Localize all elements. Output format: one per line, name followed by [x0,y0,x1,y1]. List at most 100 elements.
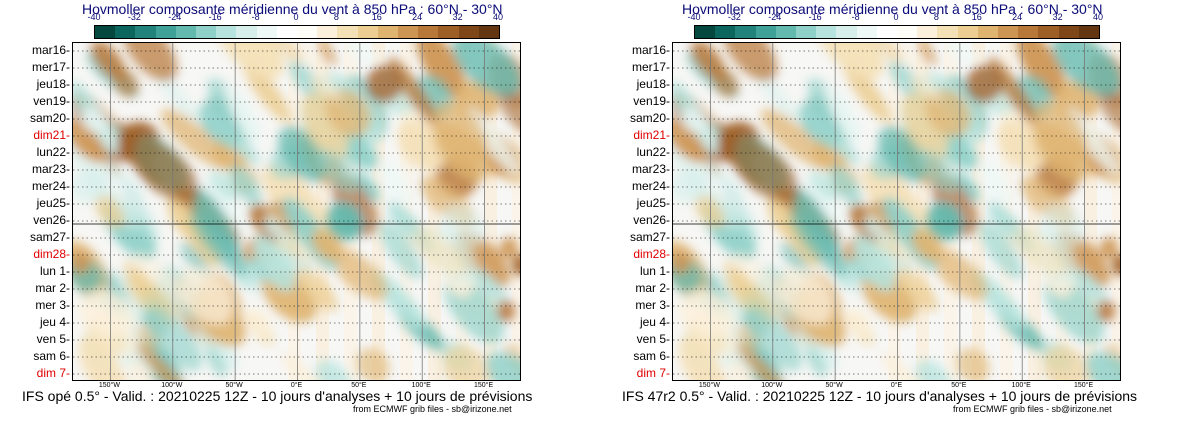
positive-anomaly [843,61,892,123]
colorbar-swatch [317,26,338,38]
negative-anomaly [315,360,351,380]
x-axis-longitude-label: 50°E [351,382,367,389]
positive-anomaly [123,260,153,297]
x-axis-longitude-label: 150°E [474,382,494,389]
colorbar-swatch [478,26,500,38]
positive-anomaly [678,336,732,380]
positive-anomaly [311,229,345,262]
colorbar-swatch [196,26,217,38]
x-axis-longitude-label: 150°W [698,382,720,389]
negative-anomaly [809,170,838,202]
colorbar-swatch [715,26,736,38]
negative-anomaly [316,150,361,192]
negative-anomaly [224,83,262,144]
colorbar-tick-label: 32 [1052,12,1063,22]
colorbar-tick-label: -32 [127,12,141,22]
colorbar-swatch [735,26,756,38]
positive-anomaly [779,267,833,326]
chart-footer: IFS 47r2 0.5° - Valid. : 20210225 12Z - … [622,388,1138,404]
colorbar-swatch [856,26,877,38]
negative-anomaly [673,167,709,204]
negative-anomaly [485,351,520,380]
chart-title: Hovmoller composante méridienne du vent … [82,1,503,17]
negative-anomaly [956,172,981,201]
y-axis-date-label: sam 6- [633,349,670,363]
y-axis-date-label: mer24- [31,179,70,193]
strong-positive-core [1112,254,1120,276]
colorbar-swatch [236,26,257,38]
negative-anomaly [1071,268,1108,305]
positive-anomaly [434,101,488,165]
colorbar-swatch [155,26,176,38]
colorbar-tick-label: 24 [1012,12,1023,22]
chart-title: Hovmoller composante méridienne du vent … [682,1,1103,17]
x-axis-longitude-label: 50°W [825,382,843,389]
colorbar-tick-label: -24 [768,12,782,22]
positive-anomaly [691,43,726,81]
negative-anomaly [325,202,363,241]
negative-anomaly [189,210,248,277]
y-axis-date-label: mer17- [31,60,70,74]
colorbar-swatch [256,26,277,38]
positive-anomaly [911,229,945,262]
positive-anomaly [243,61,292,123]
colorbar-swatch [816,26,837,38]
colorbar-legend: -40 -32 -24 -16 -8 0 8 16 24 32 40 [687,12,1103,39]
negative-anomaly [452,43,520,97]
colorbar-tick-label: 40 [492,12,504,22]
positive-anomaly [388,56,439,128]
positive-anomaly [723,260,753,297]
negative-anomaly [1052,43,1120,97]
positive-anomaly [896,237,920,265]
positive-anomaly [734,252,789,307]
y-axis-date-label: dim28- [33,247,70,261]
colorbar-swatch [957,26,978,38]
strong-positive-core [497,300,515,322]
y-axis-date-label: mer17- [631,60,670,74]
colorbar-tick-label: -24 [168,12,182,22]
positive-anomaly [134,252,189,307]
colorbar-swatch [998,26,1019,38]
positive-anomaly [684,289,734,337]
positive-anomaly [1041,345,1089,380]
strong-positive-core [849,204,867,226]
hovmoller-plot-area [672,42,1121,381]
positive-anomaly [917,43,937,67]
strong-positive-core [73,252,90,274]
negative-anomaly [978,159,1013,206]
colorbar-swatch [115,26,136,38]
y-axis-date-label: lun22- [36,145,70,159]
negative-anomaly [979,221,1023,280]
positive-anomaly [91,43,126,81]
colorbar-swatch [398,26,419,38]
negative-anomaly [388,205,418,237]
positive-anomaly [296,237,320,265]
colorbar-tick-label: 8 [333,12,339,22]
x-axis-longitude-label: 50°E [951,382,967,389]
colorbar-swatch [1018,26,1039,38]
y-axis-date-label: ven26- [633,213,670,227]
strong-positive-core [512,254,520,276]
wind-anomaly-blobs [673,43,1120,380]
negative-anomaly [673,121,703,181]
negative-anomaly [79,104,108,134]
x-axis-longitude-label: 100°E [1011,382,1031,389]
y-axis-date-label: mar23- [631,162,670,176]
strong-positive-core [500,237,518,259]
field-stripe [1112,43,1120,380]
negative-anomaly [73,121,103,181]
positive-anomaly [84,289,134,337]
colorbar-swatch [796,26,817,38]
positive-anomaly [497,88,520,135]
y-axis-date-label: sam27- [629,230,670,244]
colorbar-swatch [216,26,237,38]
negative-anomaly [679,104,708,134]
negative-anomaly [916,150,961,192]
negative-anomaly [198,180,247,236]
y-axis-date-label: mer 3- [35,298,70,312]
colorbar-tick-label: 16 [971,12,982,22]
y-axis-date-label: ven 5- [36,332,70,346]
positive-anomaly [955,347,990,380]
positive-anomaly [73,118,107,163]
colorbar-swatch [95,26,116,38]
